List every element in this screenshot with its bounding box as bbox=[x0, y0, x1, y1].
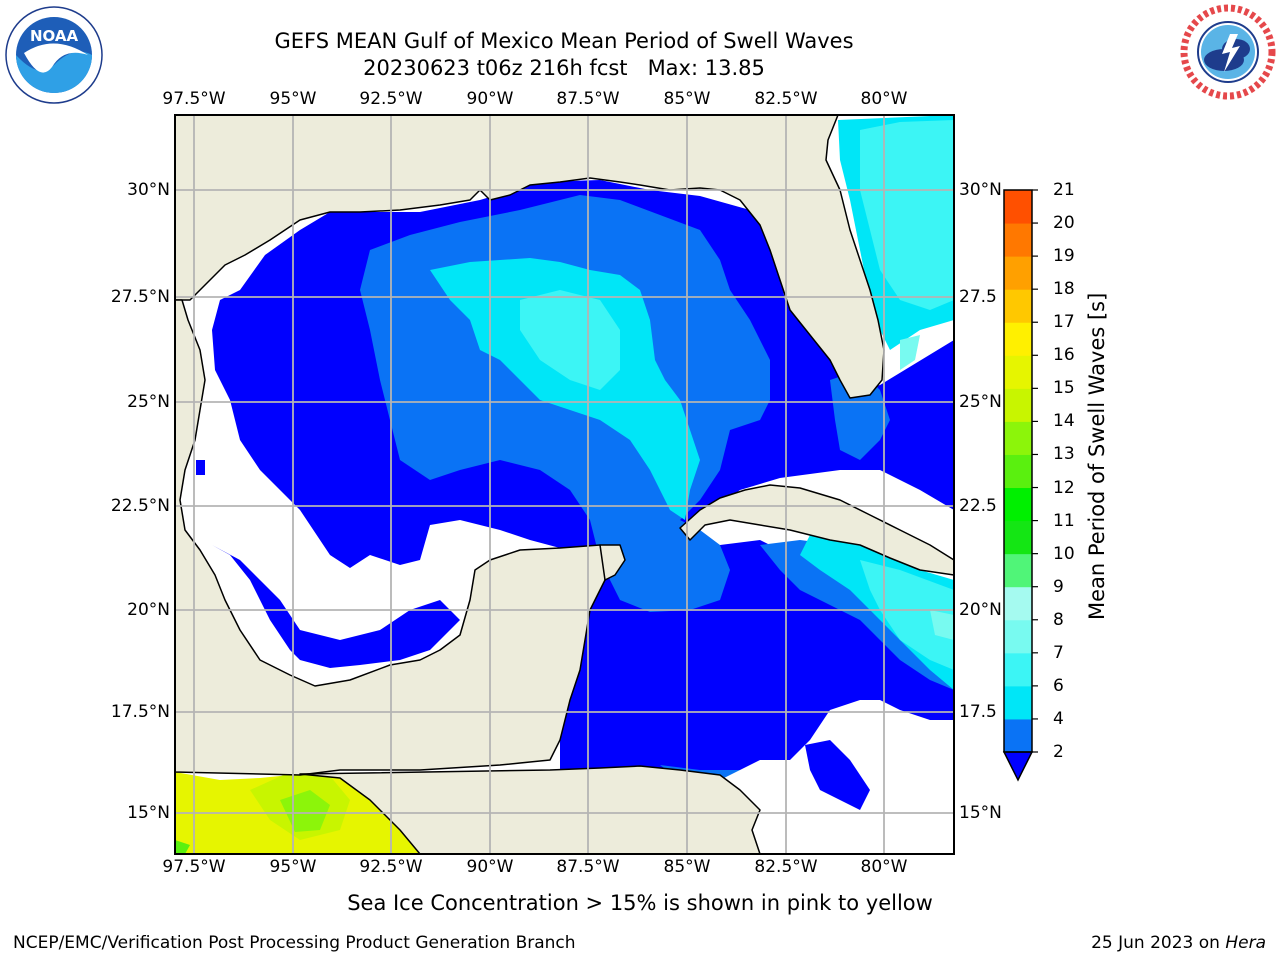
ice-note: Sea Ice Concentration > 15% is shown in … bbox=[0, 891, 1280, 915]
colorbar-tick-label: 2 bbox=[1053, 742, 1064, 762]
nws-logo bbox=[1178, 2, 1278, 102]
colorbar bbox=[1002, 189, 1038, 782]
colorbar-tick-label: 12 bbox=[1053, 477, 1075, 498]
colorbar-tick-label: 8 bbox=[1053, 609, 1064, 630]
colorbar-tick-label: 11 bbox=[1053, 510, 1075, 531]
colorbar-tick-label: 4 bbox=[1053, 708, 1064, 729]
map-frame bbox=[174, 114, 955, 855]
noaa-logo: NOAA bbox=[4, 5, 104, 105]
colorbar-segment bbox=[1004, 322, 1032, 356]
colorbar-segment bbox=[1004, 487, 1032, 522]
land-masses bbox=[175, 115, 954, 854]
colorbar-tick-label: 9 bbox=[1053, 576, 1064, 597]
colorbar-segment bbox=[1004, 718, 1032, 753]
ice-note-text: Sea Ice Concentration > 15% is shown in … bbox=[347, 891, 933, 915]
colorbar-tick-label: 6 bbox=[1053, 675, 1064, 696]
colorbar-segment bbox=[1004, 421, 1032, 455]
lat-tick-label-right: 27.5 bbox=[959, 287, 997, 307]
colorbar-tick-label: 7 bbox=[1053, 642, 1064, 663]
lat-tick-label-left: 27.5°N bbox=[110, 287, 170, 307]
lat-tick-label-right: 22.5 bbox=[959, 496, 997, 516]
lat-tick-label-left: 25°N bbox=[127, 392, 170, 412]
lon-tick-label-bottom: 92.5°W bbox=[359, 857, 423, 877]
colorbar-segment bbox=[1004, 289, 1032, 323]
lon-tick-label-top: 95°W bbox=[269, 89, 317, 109]
graticule bbox=[175, 115, 954, 854]
lon-tick-label-top: 90°W bbox=[466, 89, 514, 109]
branch-credit: NCEP/EMC/Verification Post Processing Pr… bbox=[13, 933, 576, 953]
colorbar-segment bbox=[1004, 388, 1032, 422]
lat-tick-label-left: 30°N bbox=[127, 180, 170, 200]
swell-7-8s-region bbox=[900, 335, 954, 640]
colorbar-under-triangle bbox=[1002, 751, 1034, 782]
colorbar-segment bbox=[1004, 454, 1032, 489]
colorbar-segment bbox=[1004, 586, 1032, 621]
lon-tick-label-top: 97.5°W bbox=[162, 89, 226, 109]
colorbar-segment bbox=[1004, 190, 1032, 224]
colorbar-tick-label: 16 bbox=[1053, 345, 1075, 366]
lon-tick-label-bottom: 97.5°W bbox=[162, 857, 226, 877]
lat-tick-label-right: 25°N bbox=[959, 392, 1002, 412]
lon-tick-label-bottom: 80°W bbox=[860, 857, 908, 877]
colorbar-tick-label: 15 bbox=[1053, 378, 1075, 399]
chart-subtitle: 20230623 t06z 216h fcst Max: 13.85 bbox=[363, 56, 765, 80]
colorbar-segment bbox=[1004, 685, 1032, 720]
lon-tick-label-bottom: 87.5°W bbox=[556, 857, 620, 877]
colorbar-tick-label: 10 bbox=[1053, 543, 1075, 564]
colorbar-tick-label: 19 bbox=[1053, 246, 1075, 267]
lat-tick-label-right: 15°N bbox=[959, 803, 1002, 823]
lon-tick-label-top: 87.5°W bbox=[556, 89, 620, 109]
lat-tick-label-right: 30°N bbox=[959, 180, 1002, 200]
colorbar-tick-label: 14 bbox=[1053, 411, 1075, 432]
colorbar-frame bbox=[1003, 189, 1033, 753]
colorbar-tick-label: 21 bbox=[1053, 180, 1075, 200]
lon-tick-label-bottom: 85°W bbox=[663, 857, 711, 877]
colorbar-segment bbox=[1004, 355, 1032, 389]
lat-tick-label-left: 20°N bbox=[127, 600, 170, 620]
machine-name: Hera bbox=[1225, 933, 1266, 953]
lon-tick-label-bottom: 90°W bbox=[466, 857, 514, 877]
lat-tick-label-right: 20°N bbox=[959, 600, 1002, 620]
lon-tick-label-bottom: 95°W bbox=[269, 857, 317, 877]
colorbar-segment bbox=[1004, 223, 1032, 257]
lat-tick-label-left: 15°N bbox=[127, 803, 170, 823]
lon-tick-label-top: 82.5°W bbox=[754, 89, 818, 109]
lon-tick-label-bottom: 82.5°W bbox=[754, 857, 818, 877]
colorbar-segment bbox=[1004, 256, 1032, 290]
colorbar-segment bbox=[1004, 520, 1032, 555]
colorbar-segment bbox=[1004, 553, 1032, 588]
lat-tick-label-right: 17.5 bbox=[959, 702, 997, 722]
lon-tick-label-top: 85°W bbox=[663, 89, 711, 109]
map-area bbox=[175, 115, 954, 854]
lat-tick-label-left: 22.5°N bbox=[110, 496, 170, 516]
lon-tick-label-top: 80°W bbox=[860, 89, 908, 109]
colorbar-tick-label: 17 bbox=[1053, 312, 1075, 333]
date-text: 25 Jun 2023 on bbox=[1091, 933, 1226, 953]
chart-title: GEFS MEAN Gulf of Mexico Mean Period of … bbox=[274, 29, 854, 53]
lat-tick-label-left: 17.5°N bbox=[110, 702, 170, 722]
colorbar-tick-label: 18 bbox=[1053, 279, 1075, 300]
colorbar-label: Mean Period of Swell Waves [s] bbox=[1085, 292, 1109, 620]
colorbar-segment bbox=[1004, 652, 1032, 687]
svg-text:NOAA: NOAA bbox=[30, 27, 79, 45]
colorbar-segment bbox=[1004, 619, 1032, 654]
colorbar-tick-label: 13 bbox=[1053, 444, 1075, 465]
colorbar-tick-label: 20 bbox=[1053, 213, 1075, 234]
lon-tick-label-top: 92.5°W bbox=[359, 89, 423, 109]
date-credit: 25 Jun 2023 on Hera bbox=[1091, 933, 1266, 953]
